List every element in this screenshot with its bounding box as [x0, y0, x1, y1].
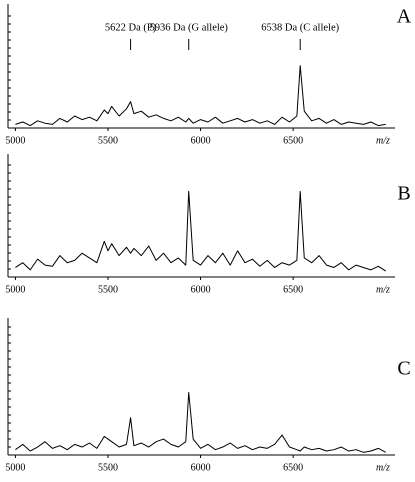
x-tick-label: 6500 [283, 284, 303, 295]
spectrum-line [15, 391, 386, 453]
spectrum-line [15, 65, 386, 127]
x-tick-label: 6000 [191, 135, 211, 146]
annotation: 5936 Da (G allele) [150, 22, 229, 33]
panel-letter: A [397, 6, 412, 28]
x-tick-label: 5500 [98, 462, 118, 473]
annotation: 5622 Da (P) [105, 22, 157, 33]
panel-letter: B [397, 183, 410, 205]
x-axis-label: m/z [376, 462, 390, 473]
x-axis-label: m/z [376, 135, 390, 146]
x-tick-label: 5000 [5, 135, 25, 146]
x-tick-label: 5500 [98, 284, 118, 295]
x-tick-label: 6500 [283, 462, 303, 473]
annotation: 6538 Da (C allele) [261, 22, 339, 33]
x-tick-label: 5000 [5, 462, 25, 473]
x-tick-label: 6000 [191, 462, 211, 473]
x-tick-label: 6500 [283, 135, 303, 146]
x-tick-label: 5500 [98, 135, 118, 146]
panel-letter: C [397, 358, 410, 380]
x-axis-label: m/z [376, 284, 390, 295]
x-tick-label: 5000 [5, 284, 25, 295]
x-tick-label: 6000 [191, 284, 211, 295]
spectrum-line [15, 190, 387, 272]
